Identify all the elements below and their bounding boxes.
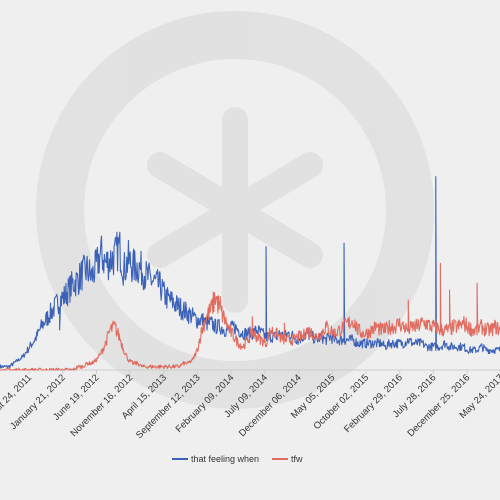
legend: that feeling when tfw — [172, 454, 303, 464]
watermark-ring — [36, 11, 434, 409]
legend-label: that feeling when — [191, 454, 259, 464]
legend-label: tfw — [291, 454, 303, 464]
x-tick-label: December 25, 2016 — [405, 372, 472, 439]
legend-item-series-1[interactable]: that feeling when — [172, 454, 259, 464]
watermark-logo — [36, 11, 434, 409]
series-line-2 — [0, 262, 500, 371]
series-line-1 — [0, 176, 500, 369]
legend-item-series-2[interactable]: tfw — [272, 454, 303, 464]
x-tick-label: February 29, 2016 — [342, 372, 405, 435]
watermark-asterisk — [147, 107, 323, 313]
x-tick-label: November 16, 2012 — [68, 372, 135, 439]
series-layer — [0, 176, 500, 371]
